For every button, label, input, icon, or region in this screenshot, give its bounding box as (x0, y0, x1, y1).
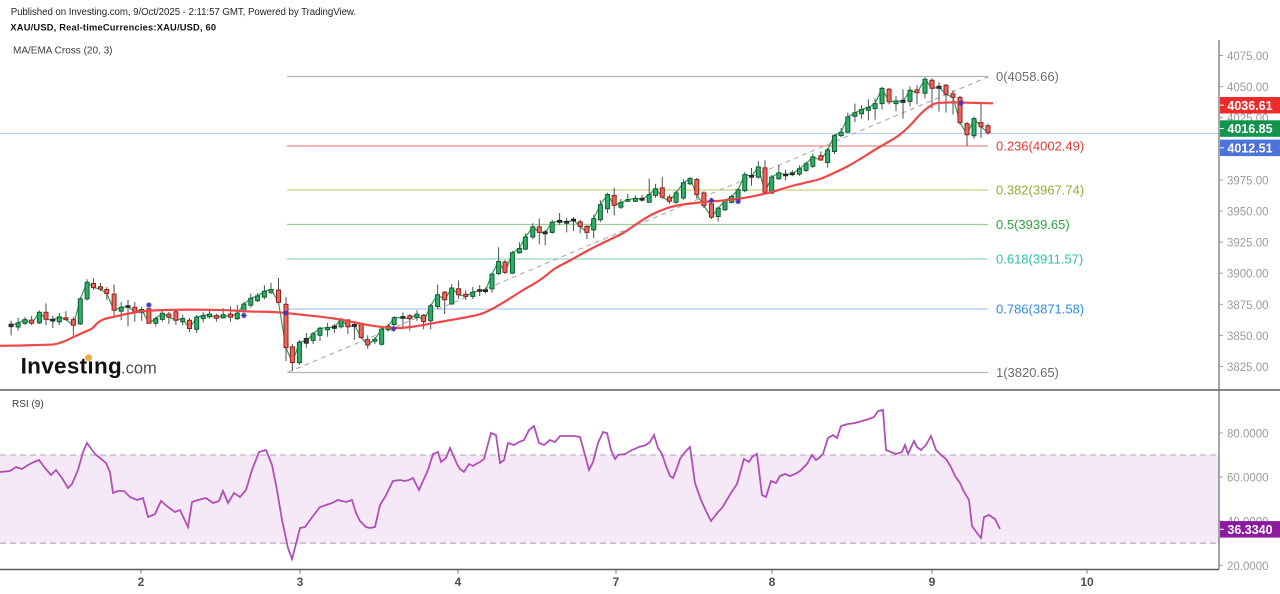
svg-text:10: 10 (1080, 575, 1094, 589)
svg-text:7: 7 (613, 575, 620, 589)
svg-text:1(3820.65): 1(3820.65) (996, 365, 1059, 380)
svg-text:4075.00: 4075.00 (1227, 51, 1269, 63)
svg-text:0.786(3871.58): 0.786(3871.58) (996, 302, 1084, 317)
svg-text:.com: .com (121, 360, 157, 378)
svg-text:3900.00: 3900.00 (1227, 269, 1269, 281)
svg-text:Published on Investing.com, 9/: Published on Investing.com, 9/Oct/2025 -… (11, 7, 356, 18)
svg-text:4016.85: 4016.85 (1227, 122, 1272, 136)
svg-text:XAU/USD, Real-timeCurrencies:X: XAU/USD, Real-timeCurrencies:XAU/USD, 60 (10, 23, 216, 33)
svg-text:80.0000: 80.0000 (1227, 429, 1269, 441)
svg-text:2: 2 (138, 575, 145, 589)
svg-text:0.5(3939.65): 0.5(3939.65) (996, 217, 1070, 232)
svg-text:Investıng: Investıng (21, 354, 122, 379)
svg-text:8: 8 (769, 575, 776, 589)
svg-text:3950.00: 3950.00 (1227, 207, 1269, 219)
svg-text:0(4058.66): 0(4058.66) (996, 69, 1059, 84)
svg-text:0.236(4002.49): 0.236(4002.49) (996, 139, 1084, 154)
svg-text:4012.51: 4012.51 (1227, 141, 1272, 155)
svg-text:4050.00: 4050.00 (1227, 82, 1269, 94)
svg-text:0.618(3911.57): 0.618(3911.57) (996, 252, 1083, 267)
svg-text:36.3340: 36.3340 (1227, 523, 1272, 537)
svg-text:3975.00: 3975.00 (1227, 175, 1269, 187)
svg-text:3875.00: 3875.00 (1227, 300, 1269, 312)
svg-text:9: 9 (929, 575, 936, 589)
svg-text:0.382(3967.74): 0.382(3967.74) (996, 183, 1084, 198)
svg-text:3925.00: 3925.00 (1227, 238, 1269, 250)
svg-text:MA/EMA Cross (20, 3): MA/EMA Cross (20, 3) (13, 46, 112, 57)
svg-text:RSI (9): RSI (9) (12, 399, 44, 410)
svg-text:3850.00: 3850.00 (1227, 331, 1269, 343)
svg-text:20.0000: 20.0000 (1227, 561, 1269, 573)
svg-text:4: 4 (455, 575, 462, 589)
svg-text:3: 3 (297, 575, 304, 589)
svg-text:4036.61: 4036.61 (1227, 99, 1272, 113)
svg-text:60.0000: 60.0000 (1227, 473, 1269, 485)
svg-text:3825.00: 3825.00 (1227, 362, 1269, 374)
